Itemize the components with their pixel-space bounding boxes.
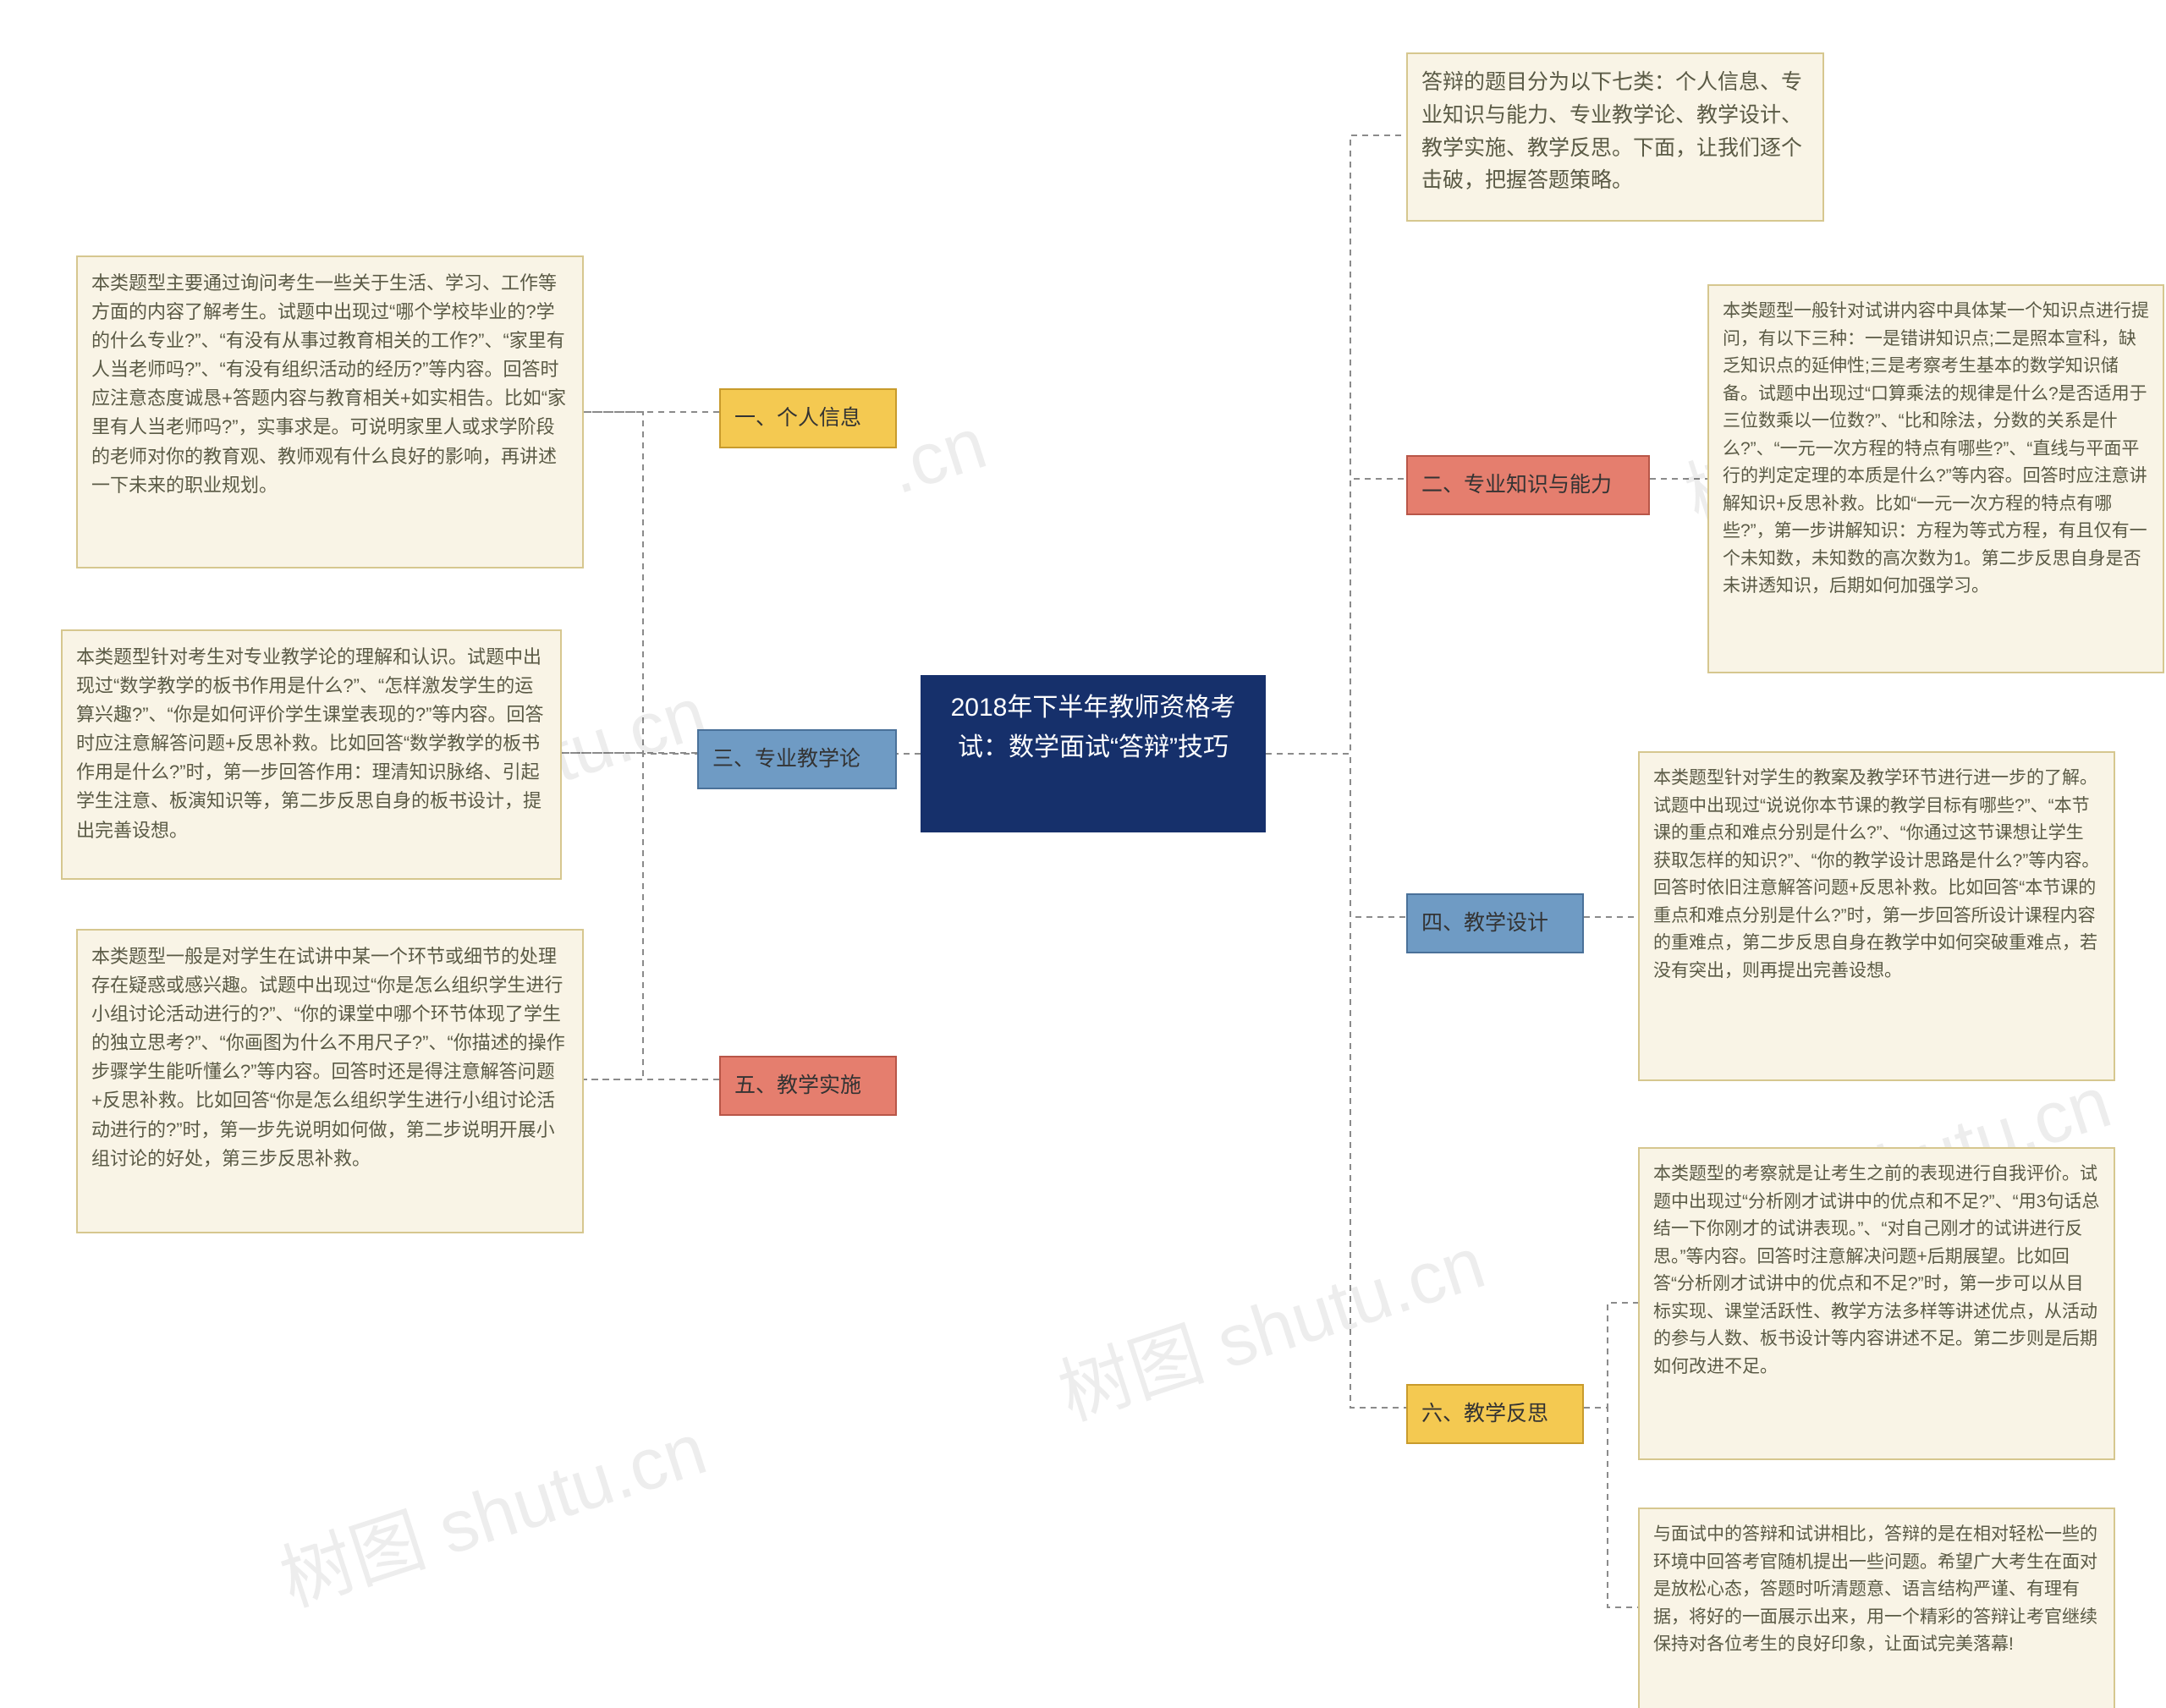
branch-box-intro: 答辩的题目分为以下七类：个人信息、专业知识与能力、专业教学论、教学设计、教学实施… <box>1406 52 1824 222</box>
connector <box>584 754 921 1079</box>
connector <box>1584 1408 1638 1607</box>
branch-label-b6: 六、教学反思 <box>1406 1384 1584 1444</box>
branch-label-b1: 一、个人信息 <box>719 388 897 448</box>
connector <box>584 412 921 754</box>
connector <box>1266 135 1406 754</box>
branch-box-b3: 本类题型针对考生对专业教学论的理解和认识。试题中出现过“数学教学的板书作用是什么… <box>61 629 562 880</box>
branch-box-b2: 本类题型一般针对试讲内容中具体某一个知识点进行提问，有以下三种：一是错讲知识点;… <box>1707 284 2164 673</box>
connector <box>1584 1303 1638 1408</box>
branch-box-b6-1: 与面试中的答辩和试讲相比，答辩的是在相对轻松一些的环境中回答考官随机提出一些问题… <box>1638 1508 2115 1708</box>
center-node: 2018年下半年教师资格考试：数学面试“答辩”技巧 <box>921 675 1266 832</box>
branch-box-b5: 本类题型一般是对学生在试讲中某一个环节或细节的处理存在疑惑或感兴趣。试题中出现过… <box>76 929 584 1233</box>
branch-label-b2: 二、专业知识与能力 <box>1406 455 1650 515</box>
branch-box-b1: 本类题型主要通过询问考生一些关于生活、学习、工作等方面的内容了解考生。试题中出现… <box>76 255 584 568</box>
connector <box>1266 479 1406 754</box>
mindmap-canvas: 树图 shutu.cn树图 shutu.cn树图 shutu.cn树图 shut… <box>0 0 2166 1708</box>
branch-label-b3: 三、专业教学论 <box>697 729 897 789</box>
branch-label-b4: 四、教学设计 <box>1406 893 1584 953</box>
branch-box-b4: 本类题型针对学生的教案及教学环节进行进一步的了解。试题中出现过“说说你本节课的教… <box>1638 751 2115 1081</box>
watermark: 树图 shutu.cn <box>265 1390 717 1627</box>
connector <box>1266 754 1406 917</box>
connector <box>1266 754 1406 1408</box>
branch-label-b5: 五、教学实施 <box>719 1056 897 1116</box>
branch-box-b6-0: 本类题型的考察就是让考生之前的表现进行自我评价。试题中出现过“分析刚才试讲中的优… <box>1638 1147 2115 1460</box>
